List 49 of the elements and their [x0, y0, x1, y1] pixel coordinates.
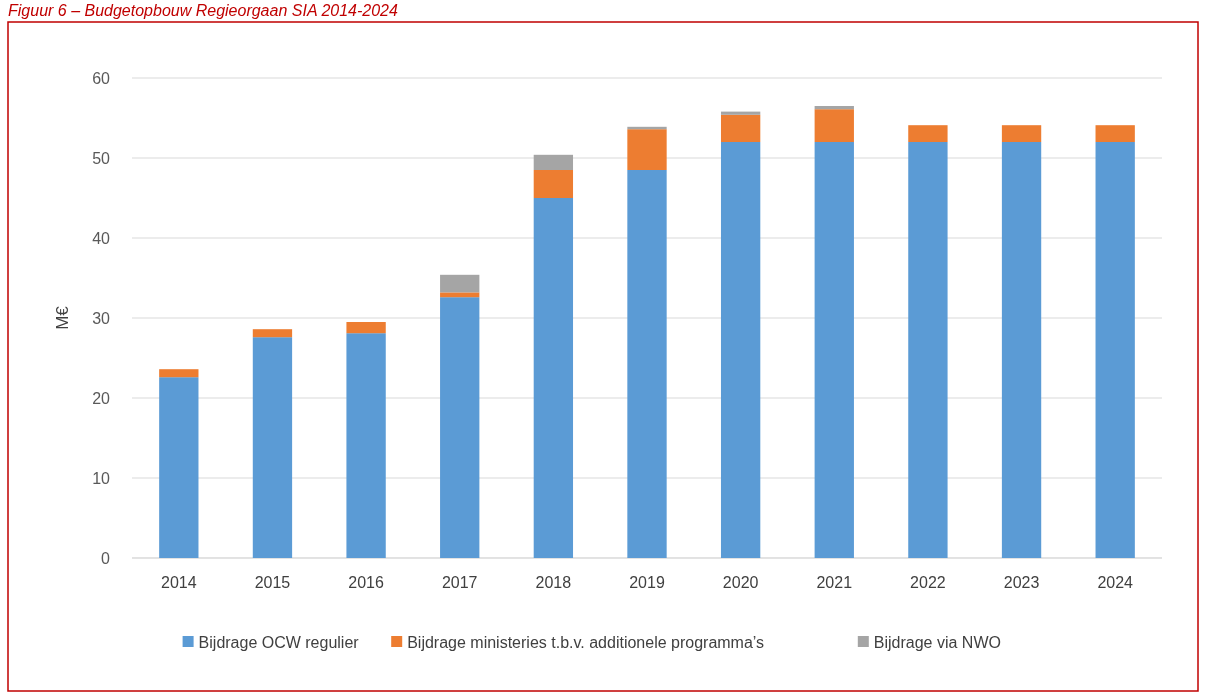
y-tick-label: 40	[92, 229, 111, 247]
bar	[1001, 142, 1042, 558]
bar	[627, 129, 667, 170]
bar	[533, 198, 574, 558]
y-tick-label: 30	[92, 309, 111, 327]
chart-title: Figuur 6 – Budgetopbouw Regieorgaan SIA 2014-2024	[8, 2, 399, 19]
bar	[720, 142, 761, 558]
y-tick-label: 10	[92, 469, 111, 487]
x-tick-label: 2014	[161, 574, 197, 591]
bar	[908, 125, 948, 142]
bar	[346, 333, 386, 558]
bar	[720, 111, 761, 115]
bar	[1001, 125, 1042, 142]
x-tick-label: 2022	[910, 574, 946, 591]
legend-label: Bijdrage OCW regulier	[198, 633, 360, 651]
bar	[814, 106, 854, 110]
bar	[720, 114, 761, 142]
y-tick-label: 60	[92, 69, 111, 87]
x-tick-label: 2018	[535, 574, 572, 591]
y-tick-label: 0	[101, 549, 111, 567]
x-tick-label: 2023	[1003, 574, 1040, 591]
bar	[346, 322, 386, 334]
bar	[1095, 125, 1135, 142]
bar	[1095, 142, 1135, 558]
x-tick-label: 2017	[441, 574, 478, 591]
bar	[159, 369, 199, 378]
bar	[440, 297, 480, 558]
x-tick-label: 2024	[1097, 574, 1134, 591]
legend-label: Bijdrage via NWO	[873, 633, 1001, 651]
x-tick-label: 2016	[348, 574, 384, 591]
x-tick-label: 2021	[816, 574, 853, 591]
x-tick-label: 2020	[722, 574, 759, 591]
y-tick-label: 20	[92, 389, 111, 407]
bar	[814, 109, 854, 142]
bar	[533, 170, 574, 198]
bar	[159, 377, 199, 558]
bar	[908, 142, 948, 558]
y-tick-label: 50	[92, 149, 111, 167]
bar	[533, 154, 574, 170]
bar	[440, 274, 480, 293]
x-tick-label: 2015	[254, 574, 291, 591]
bar	[252, 329, 293, 338]
bar	[252, 337, 293, 558]
bar	[627, 170, 667, 558]
bar	[814, 142, 854, 558]
legend-label: Bijdrage ministeries t.b.v. additionele programma’s	[407, 633, 765, 651]
x-tick-label: 2019	[629, 574, 665, 591]
y-axis-title: M€	[53, 305, 72, 330]
bar	[440, 292, 480, 298]
